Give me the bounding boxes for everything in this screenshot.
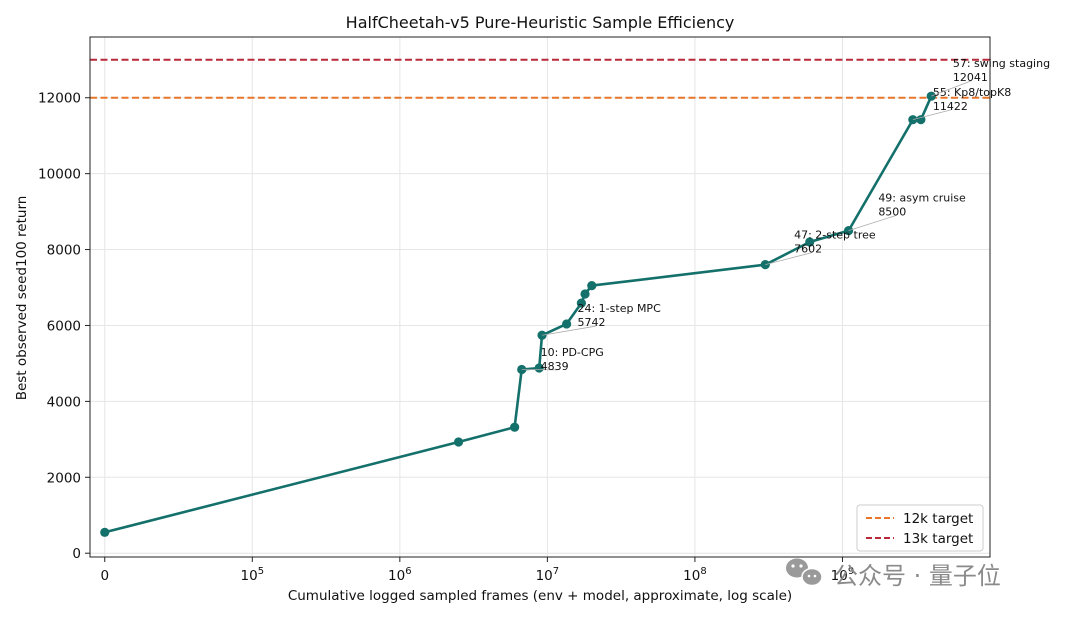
plot-frame <box>89 36 991 558</box>
y-tick-label: 2000 <box>47 470 81 486</box>
x-tick-exponent: 5 <box>258 566 264 577</box>
grid-layer <box>90 37 990 557</box>
legend-box <box>856 504 984 552</box>
x-tick-base: 10 <box>683 568 700 584</box>
x-axis-label: Cumulative logged sampled frames (env + … <box>288 588 792 604</box>
annotation-label: 49: asym cruise <box>878 191 966 204</box>
x-tick-label: 109 <box>831 566 855 584</box>
y-tick-label: 0 <box>72 546 81 562</box>
watermark-text: 公众号 · 量子位 <box>834 562 1001 590</box>
annotation-value: 12041 <box>953 71 988 84</box>
watermark: 公众号 · 量子位 <box>786 558 1001 590</box>
data-point <box>562 319 572 329</box>
x-tick-label: 0 <box>100 568 109 584</box>
target-lines <box>90 58 990 99</box>
x-tick-exponent: 7 <box>553 566 559 577</box>
annotation-leader <box>912 109 951 121</box>
data-point <box>453 437 464 447</box>
x-tick-label: 105 <box>241 566 265 584</box>
y-tick-label: 10000 <box>38 167 81 183</box>
data-point <box>580 289 590 299</box>
annotation-value: 4839 <box>541 360 569 373</box>
annotation-leader <box>765 252 813 266</box>
x-tick-exponent: 6 <box>405 566 411 577</box>
x-tick-base: 10 <box>831 568 848 584</box>
y-tick-label: 8000 <box>47 243 81 259</box>
x-tick-label: 108 <box>683 566 707 584</box>
data-point <box>576 298 586 308</box>
annotation-label: 10: PD-CPG <box>541 346 604 359</box>
x-tick-exponent: 9 <box>848 566 854 577</box>
x-tick-base: 10 <box>388 568 405 584</box>
annotation-label: 24: 1-step MPC <box>577 302 661 315</box>
y-tick-label: 4000 <box>47 394 81 410</box>
annotation-value: 11422 <box>933 100 968 113</box>
annotation-leader <box>541 325 596 336</box>
annotation-label: 57: swing staging <box>953 57 1050 70</box>
data-point <box>510 422 520 432</box>
annotation-leader <box>848 214 897 231</box>
data-point <box>534 363 544 373</box>
x-tick-label: 107 <box>536 566 560 584</box>
x-tick-base: 10 <box>241 568 258 584</box>
wechat-icon <box>786 558 823 587</box>
annotation-leader <box>931 80 971 97</box>
legend: 12k target 13k target <box>856 504 984 552</box>
y-tick-label: 12000 <box>38 91 81 107</box>
legend-label-13k: 13k target <box>903 531 973 547</box>
x-tick-base: 10 <box>536 568 553 584</box>
legend-label-12k: 12k target <box>903 511 973 527</box>
chart-title: HalfCheetah-v5 Pure-Heuristic Sample Eff… <box>346 13 735 32</box>
x-tick-base: 0 <box>100 568 109 584</box>
series-line <box>104 95 933 534</box>
data-point <box>805 237 815 247</box>
annotation-value: 5742 <box>577 316 605 329</box>
annotation-label: 47: 2-step tree <box>794 229 876 242</box>
annotation-value: 8500 <box>878 205 906 218</box>
data-point <box>100 527 110 537</box>
annotation-value: 7602 <box>794 243 822 256</box>
tick-layer: 0 105 106 107 108 109020004000600080001000012… <box>38 91 854 584</box>
y-tick-label: 6000 <box>47 318 81 334</box>
x-tick-label: 106 <box>388 566 412 584</box>
x-tick-exponent: 8 <box>700 566 706 577</box>
annotation-label: 55: Kp8/topK8 <box>933 86 1011 99</box>
series-layer <box>100 91 936 537</box>
data-point <box>587 281 597 291</box>
y-axis-label: Best observed seed100 return <box>14 196 30 401</box>
